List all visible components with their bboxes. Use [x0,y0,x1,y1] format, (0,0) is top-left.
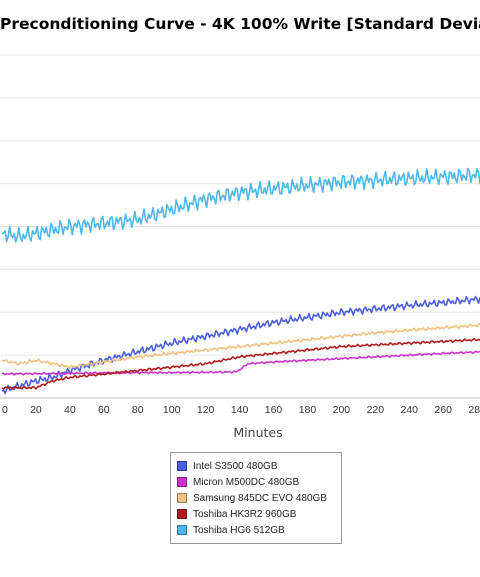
legend-swatch [177,509,187,519]
legend-label: Micron M500DC 480GB [193,476,300,488]
legend-swatch [177,493,187,503]
x-tick-label: 40 [64,404,76,416]
legend-item: Micron M500DC 480GB [177,474,335,490]
x-tick-label: 260 [434,404,452,416]
series-line-5 [1,167,480,243]
series-line-2 [1,350,480,376]
x-tick-label: 220 [367,404,385,416]
legend-label: Intel S3500 480GB [193,460,278,472]
legend-swatch [177,525,187,535]
x-tick-label: 120 [197,404,215,416]
x-tick-label: 20 [30,404,42,416]
legend-label: Samsung 845DC EVO 480GB [193,492,327,504]
x-tick-label: 0 [2,404,8,416]
series-line-3 [1,323,480,370]
x-axis-label: Minutes [233,425,282,440]
x-tick-label: 180 [299,404,317,416]
series-lines [1,167,480,395]
x-tick-label: 280 [468,404,480,416]
legend-item: Samsung 845DC EVO 480GB [177,490,335,506]
x-tick-label: 80 [132,404,144,416]
x-tick-label: 140 [231,404,249,416]
legend-item: Intel S3500 480GB [177,458,335,474]
legend-swatch [177,477,187,487]
legend-label: Toshiba HG6 512GB [193,524,285,536]
x-tick-label: 240 [401,404,419,416]
x-tick-labels: 0 20 40 60 80 100 120 140 160 180 200 220 240 260 280 [2,404,480,416]
series-line-1 [1,295,480,395]
chart-title: Preconditioning Curve - 4K 100% Write [S… [0,15,480,33]
legend-item: Toshiba HK3R2 960GB [177,506,335,522]
x-tick-label: 60 [98,404,110,416]
legend-item: Toshiba HG6 512GB [177,522,335,538]
legend: Intel S3500 480GB Micron M500DC 480GB Sams… [170,452,342,544]
legend-label: Toshiba HK3R2 960GB [193,508,297,520]
x-tick-label: 200 [333,404,351,416]
x-tick-label: 100 [163,404,181,416]
x-tick-label: 160 [265,404,283,416]
series-line-4 [1,337,480,390]
legend-swatch [177,461,187,471]
